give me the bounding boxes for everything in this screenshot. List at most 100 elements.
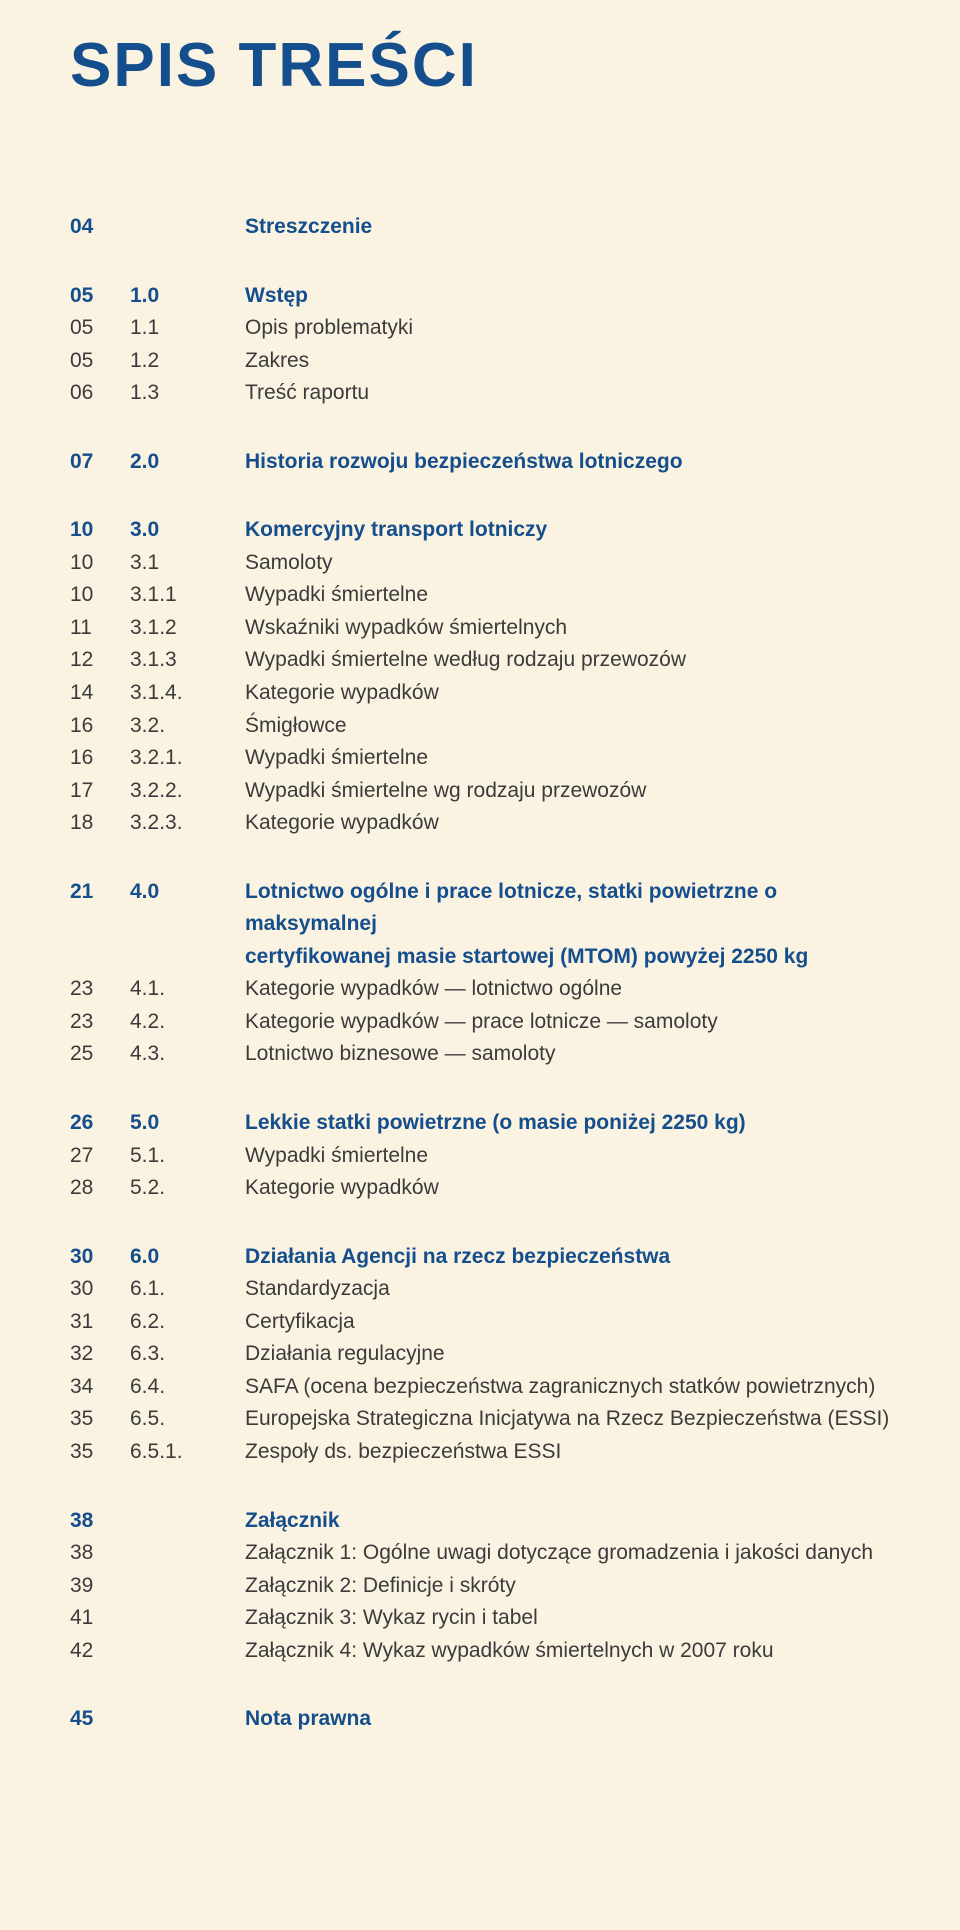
toc-page-number: 42 — [70, 1635, 130, 1668]
toc-row: 061.3Treść raportu — [70, 377, 890, 410]
toc-section-number: 4.2. — [130, 1006, 245, 1039]
toc-row: 306.1.Standardyzacja — [70, 1273, 890, 1306]
toc-row: 072.0Historia rozwoju bezpieczeństwa lot… — [70, 446, 890, 479]
toc-section-number: 6.0 — [130, 1241, 245, 1274]
toc-label: Wypadki śmiertelne wg rodzaju przewozów — [245, 775, 890, 808]
toc-row: 214.0Lotnictwo ogólne i prace lotnicze, … — [70, 876, 890, 941]
toc-row: 265.0Lekkie statki powietrzne (o masie p… — [70, 1107, 890, 1140]
toc-label: Działania Agencji na rzecz bezpieczeństw… — [245, 1241, 890, 1274]
toc-label: Lotnictwo ogólne i prace lotnicze, statk… — [245, 876, 890, 941]
toc-label: Działania regulacyjne — [245, 1338, 890, 1371]
toc-page-number: 27 — [70, 1140, 130, 1173]
toc-row: 38 Załącznik 1: Ogólne uwagi dotyczące gr… — [70, 1537, 890, 1570]
toc-label: Załącznik — [245, 1505, 890, 1538]
toc-row: 051.2Zakres — [70, 345, 890, 378]
toc-section-number: 5.2. — [130, 1172, 245, 1205]
toc-section-number: 6.5.1. — [130, 1436, 245, 1469]
toc-row: 234.2.Kategorie wypadków — prace lotnicz… — [70, 1006, 890, 1039]
toc-section-number: 6.5. — [130, 1403, 245, 1436]
toc-section-number: 2.0 — [130, 446, 245, 479]
toc-row: 45 Nota prawna — [70, 1703, 890, 1736]
toc-row: 346.4.SAFA (ocena bezpieczeństwa zagrani… — [70, 1371, 890, 1404]
toc-section-number: 3.2.2. — [130, 775, 245, 808]
toc-page-number: 18 — [70, 807, 130, 840]
toc-label: Kategorie wypadków — [245, 677, 890, 710]
toc-page-number: 25 — [70, 1038, 130, 1071]
toc-row: 356.5.1.Zespoły ds. bezpieczeństwa ESSI — [70, 1436, 890, 1469]
toc-section-number: 3.2. — [130, 710, 245, 743]
toc-page-number: 35 — [70, 1403, 130, 1436]
toc-section: 214.0Lotnictwo ogólne i prace lotnicze, … — [70, 876, 890, 1071]
toc-label: Historia rozwoju bezpieczeństwa lotnicze… — [245, 446, 890, 479]
toc-label: Lekkie statki powietrzne (o masie poniże… — [245, 1107, 890, 1140]
toc-section-number: 5.1. — [130, 1140, 245, 1173]
toc-section-number: 3.0 — [130, 514, 245, 547]
toc-page-number: 45 — [70, 1703, 130, 1736]
toc-section-number: 4.0 — [130, 876, 245, 909]
toc-section-number: 3.1.1 — [130, 579, 245, 612]
toc-page-number: 30 — [70, 1273, 130, 1306]
toc-row: 051.0Wstęp — [70, 280, 890, 313]
toc-row: 316.2.Certyfikacja — [70, 1306, 890, 1339]
toc-page-number: 35 — [70, 1436, 130, 1469]
toc-section: 38 Załącznik 38 Załącznik 1: Ogólne uwagi d… — [70, 1505, 890, 1668]
toc-section-number: 1.1 — [130, 312, 245, 345]
toc-section-number: 6.3. — [130, 1338, 245, 1371]
toc-page-number: 11 — [70, 612, 130, 645]
toc-section: 072.0Historia rozwoju bezpieczeństwa lot… — [70, 446, 890, 479]
toc-section: 04Streszczenie — [70, 211, 890, 244]
toc-section-number: 6.4. — [130, 1371, 245, 1404]
toc-section-number: 6.2. — [130, 1306, 245, 1339]
toc-section-number: 3.1 — [130, 547, 245, 580]
toc-row: 306.0Działania Agencji na rzecz bezpiecz… — [70, 1241, 890, 1274]
toc-page-number: 06 — [70, 377, 130, 410]
toc-section-number: 1.0 — [130, 280, 245, 313]
toc-label: Wypadki śmiertelne według rodzaju przewo… — [245, 644, 890, 677]
toc-label: Wypadki śmiertelne — [245, 1140, 890, 1173]
toc-section: 103.0Komercyjny transport lotniczy103.1S… — [70, 514, 890, 839]
toc-row: 103.0Komercyjny transport lotniczy — [70, 514, 890, 547]
toc-page-number: 05 — [70, 345, 130, 378]
toc-page-number: 38 — [70, 1505, 130, 1538]
toc-label: Lotnictwo biznesowe — samoloty — [245, 1038, 890, 1071]
toc-section-number: 3.1.4. — [130, 677, 245, 710]
toc-label: Nota prawna — [245, 1703, 890, 1736]
toc-page-number: 28 — [70, 1172, 130, 1205]
toc-row: 113.1.2Wskaźniki wypadków śmiertelnych — [70, 612, 890, 645]
toc-page-number: 10 — [70, 547, 130, 580]
toc-page-number: 21 — [70, 876, 130, 909]
toc-page: SPIS TREŚCI 04Streszczenie051.0Wstęp051.… — [0, 0, 960, 1930]
toc-row: 326.3.Działania regulacyjne — [70, 1338, 890, 1371]
toc-row: 39Załącznik 2: Definicje i skróty — [70, 1570, 890, 1603]
toc-section-number: 3.1.2 — [130, 612, 245, 645]
toc-label: Komercyjny transport lotniczy — [245, 514, 890, 547]
toc-label: Samoloty — [245, 547, 890, 580]
toc-section-number: 6.1. — [130, 1273, 245, 1306]
toc-label: Opis problematyki — [245, 312, 890, 345]
toc-label: Streszczenie — [245, 211, 890, 244]
toc-page-number: 31 — [70, 1306, 130, 1339]
toc-label: Treść raportu — [245, 377, 890, 410]
toc-section-number: 3.2.3. — [130, 807, 245, 840]
toc-row: 163.2.Śmigłowce — [70, 710, 890, 743]
toc-row: 143.1.4.Kategorie wypadków — [70, 677, 890, 710]
toc-label: SAFA (ocena bezpieczeństwa zagranicznych… — [245, 1371, 890, 1404]
toc-row: 123.1.3Wypadki śmiertelne według rodzaju… — [70, 644, 890, 677]
toc-page-number: 23 — [70, 1006, 130, 1039]
toc-page-number: 14 — [70, 677, 130, 710]
toc-page-number: 34 — [70, 1371, 130, 1404]
toc-row: 285.2.Kategorie wypadków — [70, 1172, 890, 1205]
toc-page-number: 26 — [70, 1107, 130, 1140]
toc-page-number: 05 — [70, 280, 130, 313]
toc-page-number: 23 — [70, 973, 130, 1006]
toc-row: 356.5.Europejska Strategiczna Inicjatywa… — [70, 1403, 890, 1436]
toc-row: 163.2.1.Wypadki śmiertelne — [70, 742, 890, 775]
toc-label: Śmigłowce — [245, 710, 890, 743]
toc-page-number: 38 — [70, 1537, 130, 1570]
toc-label: Zespoły ds. bezpieczeństwa ESSI — [245, 1436, 890, 1469]
toc-row: 103.1Samoloty — [70, 547, 890, 580]
toc-page-number: 16 — [70, 710, 130, 743]
toc-label: Załącznik 1: Ogólne uwagi dotyczące grom… — [245, 1537, 890, 1570]
toc-label: Zakres — [245, 345, 890, 378]
toc-label: Certyfikacja — [245, 1306, 890, 1339]
